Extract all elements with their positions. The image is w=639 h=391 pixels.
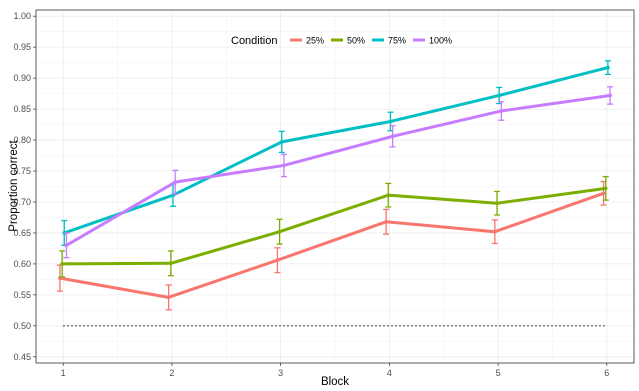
data-point bbox=[277, 229, 282, 234]
legend-label: 100% bbox=[429, 36, 452, 46]
x-tick-label: 3 bbox=[278, 368, 283, 378]
data-point bbox=[169, 261, 173, 266]
data-point bbox=[166, 295, 171, 300]
series-line bbox=[58, 191, 606, 299]
series-50pct bbox=[59, 175, 609, 278]
y-tick-label: 0.95 bbox=[13, 42, 31, 52]
legend-title: Condition bbox=[231, 35, 277, 47]
y-axis-title: Proportion correct bbox=[8, 139, 20, 231]
y-tick-label: 1.00 bbox=[13, 11, 31, 21]
y-tick-label: 0.85 bbox=[13, 104, 31, 114]
x-axis: 1 2 3 4 5 6 bbox=[61, 363, 609, 378]
y-axis: 0.45 0.50 0.55 0.60 0.65 0.70 0.75 0.80 0.85 0.90… bbox=[13, 11, 36, 362]
legend-label: 50% bbox=[347, 36, 365, 46]
y-tick-label: 0.75 bbox=[13, 166, 31, 176]
x-axis-title: Block bbox=[321, 376, 349, 388]
data-point bbox=[388, 119, 393, 124]
x-tick-label: 2 bbox=[169, 368, 174, 378]
legend: Condition 25% 50% 75% 100% bbox=[231, 35, 452, 47]
y-tick-label: 0.65 bbox=[13, 228, 31, 238]
grid-lines bbox=[36, 10, 634, 363]
y-tick-label: 0.90 bbox=[13, 73, 31, 83]
data-point bbox=[608, 93, 612, 98]
x-tick-label: 6 bbox=[604, 368, 609, 378]
y-tick-label: 0.50 bbox=[13, 321, 31, 331]
series-25pct bbox=[56, 180, 607, 311]
series-group bbox=[56, 60, 614, 311]
plot-border bbox=[35, 9, 635, 364]
y-tick-label: 0.80 bbox=[13, 135, 31, 145]
data-point bbox=[386, 193, 391, 197]
data-point bbox=[275, 258, 280, 262]
data-point bbox=[60, 262, 64, 266]
data-point bbox=[384, 220, 388, 224]
data-point bbox=[495, 201, 499, 206]
series-line bbox=[62, 66, 610, 235]
data-point bbox=[601, 191, 606, 196]
series-line bbox=[60, 186, 608, 266]
series-100pct bbox=[63, 86, 614, 259]
x-tick-label: 4 bbox=[387, 368, 392, 378]
x-tick-label: 5 bbox=[496, 368, 501, 378]
data-point bbox=[499, 109, 504, 113]
series-line bbox=[64, 93, 612, 247]
y-tick-label: 0.60 bbox=[13, 259, 31, 269]
data-point bbox=[497, 93, 501, 98]
data-point bbox=[606, 65, 610, 70]
data-point bbox=[279, 140, 284, 144]
data-point bbox=[64, 243, 69, 248]
y-tick-label: 0.70 bbox=[13, 197, 31, 207]
data-point bbox=[282, 163, 286, 168]
y-tick-label: 0.45 bbox=[13, 352, 31, 362]
y-tick-label: 0.55 bbox=[13, 290, 31, 300]
x-tick-label: 1 bbox=[61, 368, 66, 378]
legend-label: 25% bbox=[306, 36, 324, 46]
data-point bbox=[603, 186, 608, 191]
legend-label: 75% bbox=[388, 36, 406, 46]
data-point bbox=[390, 134, 395, 139]
data-point bbox=[493, 229, 497, 234]
data-point bbox=[173, 180, 177, 184]
